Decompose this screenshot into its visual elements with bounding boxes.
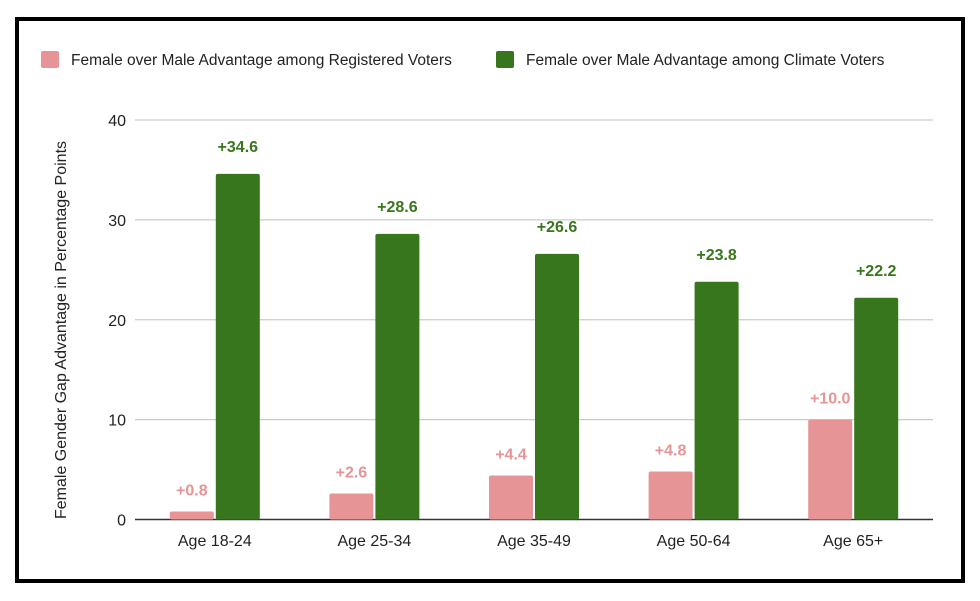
legend-label-registered: Female over Male Advantage among Registe… — [71, 52, 452, 69]
data-label-climate: +28.6 — [377, 199, 418, 216]
x-tick-label: Age 65+ — [823, 533, 883, 550]
data-label-climate: +23.8 — [696, 247, 737, 264]
data-label-registered: +2.6 — [336, 465, 368, 482]
bar-climate — [375, 233, 420, 520]
x-tick-label: Age 18-24 — [178, 533, 252, 550]
data-labels: +0.8 +34.6 +2.6 +28.6 +4.4 +26.6 +4.8 +23.8 +10.… — [176, 139, 897, 500]
legend-swatch-registered — [41, 51, 59, 68]
bar-registered — [169, 511, 214, 520]
bar-registered — [489, 475, 533, 520]
bar-climate — [535, 253, 579, 520]
legend-label-climate: Female over Male Advantage among Climate… — [526, 52, 885, 69]
bar-registered — [808, 419, 853, 520]
x-tick-label: Age 25-34 — [337, 533, 411, 550]
x-tick-label: Age 50-64 — [657, 533, 731, 550]
data-label-climate: +34.6 — [218, 139, 259, 156]
y-axis-ticks: 0 10 20 30 40 — [108, 113, 126, 530]
data-label-climate: +26.6 — [537, 219, 578, 236]
gridlines — [135, 119, 933, 521]
y-tick-label: 30 — [108, 213, 126, 230]
y-tick-label: 10 — [108, 413, 126, 430]
bar-registered — [648, 471, 693, 520]
data-label-registered: +0.8 — [176, 483, 208, 500]
bar-registered — [329, 493, 374, 520]
data-label-registered: +10.0 — [810, 391, 851, 408]
y-tick-label: 40 — [108, 113, 126, 130]
legend: Female over Male Advantage among Registe… — [41, 51, 885, 69]
bar-climate — [694, 281, 739, 520]
data-label-climate: +22.2 — [856, 263, 897, 280]
bar-climate — [215, 173, 260, 520]
y-tick-label: 0 — [117, 513, 126, 530]
y-axis-title: Female Gender Gap Advantage in Percentag… — [53, 141, 70, 519]
y-tick-label: 20 — [108, 313, 126, 330]
bars — [169, 173, 899, 520]
x-tick-label: Age 35-49 — [497, 533, 571, 550]
bar-climate — [854, 297, 899, 520]
x-axis-labels: Age 18-24 Age 25-34 Age 35-49 Age 50-64 Age … — [178, 533, 883, 550]
data-label-registered: +4.4 — [495, 447, 527, 464]
legend-swatch-climate — [496, 51, 514, 68]
data-label-registered: +4.8 — [655, 443, 687, 460]
